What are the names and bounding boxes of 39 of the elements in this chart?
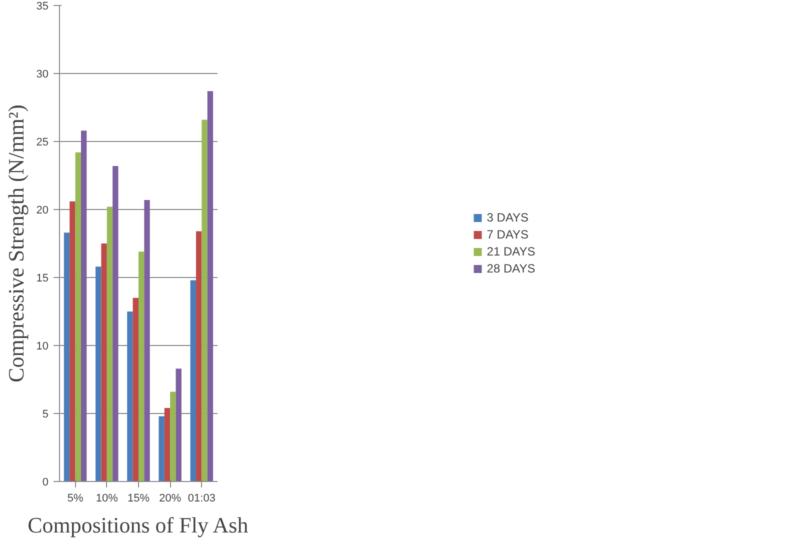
bar xyxy=(196,231,202,482)
y-tick-label: 35 xyxy=(36,0,49,12)
x-tick-label: 5% xyxy=(67,492,84,504)
x-tick-label: 15% xyxy=(127,492,150,504)
bar xyxy=(138,252,144,482)
legend-label: 3 DAYS xyxy=(486,210,529,224)
y-tick-label: 5 xyxy=(42,408,49,420)
bar xyxy=(112,166,118,482)
y-tick-label: 10 xyxy=(36,340,49,352)
y-tick-label: 20 xyxy=(36,204,49,216)
bar xyxy=(176,368,182,482)
x-tick-label: 01:03 xyxy=(188,492,216,504)
legend-label: 7 DAYS xyxy=(486,228,529,242)
legend-label: 21 DAYS xyxy=(486,244,536,258)
bar xyxy=(132,298,138,482)
bar xyxy=(202,120,208,482)
x-tick-label: 20% xyxy=(159,492,182,504)
y-tick-label: 15 xyxy=(36,272,49,284)
y-axis-title: Compressive Strength (N/mm²) xyxy=(3,104,28,382)
bar xyxy=(106,206,113,482)
bar xyxy=(158,416,164,482)
bar xyxy=(64,232,70,482)
bar xyxy=(80,130,87,482)
y-tick-label: 0 xyxy=(42,476,49,488)
legend-label: 28 DAYS xyxy=(486,262,536,276)
bar xyxy=(207,91,214,482)
x-tick-label: 10% xyxy=(96,492,118,504)
bar xyxy=(70,201,76,482)
y-tick-label: 25 xyxy=(36,136,49,148)
bar xyxy=(170,392,176,482)
bar xyxy=(96,266,102,482)
x-axis-title: Compositions of Fly Ash xyxy=(28,512,248,538)
bar xyxy=(101,244,107,482)
y-tick-label: 30 xyxy=(36,68,49,80)
bar xyxy=(127,312,133,482)
bar xyxy=(144,200,150,482)
bar xyxy=(164,408,170,482)
bar xyxy=(75,152,81,482)
bar xyxy=(190,280,196,482)
